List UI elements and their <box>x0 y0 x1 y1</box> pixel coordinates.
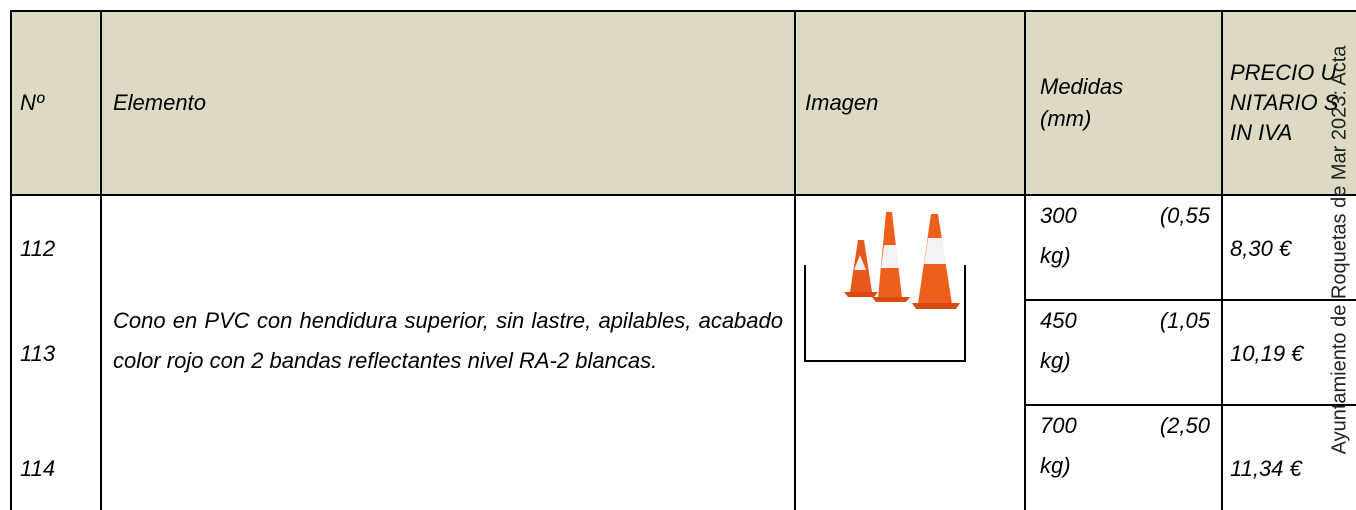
header-cell: Elemento <box>113 90 206 115</box>
border <box>10 10 12 510</box>
header-cell: Medidas (mm) <box>1040 74 1124 131</box>
price: 8,30 € <box>1230 235 1292 261</box>
border <box>794 10 796 510</box>
measure: 450 (1,05 kg) <box>1040 308 1210 373</box>
header-cell: PRECIO UNITARIO SIN IVA <box>1230 60 1339 145</box>
row-number: 114 <box>20 455 56 481</box>
border <box>100 10 102 510</box>
measure: 300 (0,55 kg) <box>1040 203 1210 268</box>
price: 11,34 € <box>1230 455 1302 481</box>
cone-image <box>804 212 966 362</box>
row-number: 113 <box>20 340 56 366</box>
border <box>1025 299 1356 301</box>
header-cell: Nº <box>20 90 44 115</box>
border <box>1024 10 1026 510</box>
description: Cono en PVC con hendidura superior, sin … <box>113 308 783 373</box>
measure: 700 (2,50 kg) <box>1040 413 1210 478</box>
row-number: 112 <box>20 235 56 261</box>
header-background <box>10 10 1356 195</box>
border <box>1221 10 1223 510</box>
header-cell: Imagen <box>805 90 879 115</box>
border <box>10 10 1356 12</box>
border <box>1025 404 1356 406</box>
border <box>10 194 1356 196</box>
price: 10,19 € <box>1230 340 1304 366</box>
